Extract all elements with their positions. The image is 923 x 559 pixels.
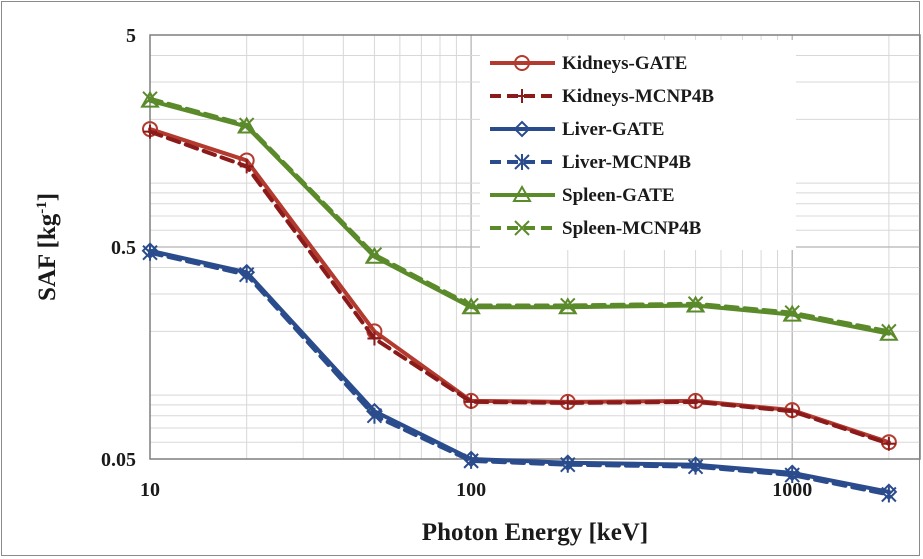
legend-label: Spleen-GATE [562,185,675,206]
legend-item: Liver-MCNP4B [490,152,691,173]
legend-item: Spleen-GATE [490,184,675,206]
legend-label: Kidneys-GATE [562,53,687,74]
data-point [688,394,703,409]
data-point [366,407,383,424]
series-layer [140,90,899,503]
legend-item: Liver-GATE [490,119,664,140]
series-line [148,248,891,494]
legend-marker [513,120,531,138]
data-point [463,297,479,314]
x-tick-label: 1000 [772,479,812,501]
legend-box [480,40,796,250]
series-line [148,96,891,334]
y-axis-title-sup: -1 [34,201,50,214]
data-point [461,297,481,315]
x-tick-label: 10 [140,479,160,501]
series-kidneys-mcnp4b [143,124,896,451]
legend-marker [514,55,530,71]
data-point [785,404,800,419]
data-point [879,323,899,341]
data-point [463,452,479,469]
legend-item: Kidneys-MCNP4B [490,86,714,107]
series-line [148,250,891,497]
legend-marker [514,220,530,236]
legend-label: Liver-MCNP4B [562,152,691,173]
data-point [143,124,157,139]
series-liver-gate [141,242,898,501]
series-spleen-mcnp4b [142,91,897,340]
data-point [238,117,255,133]
x-tick-label: 100 [456,479,486,501]
y-axis-title-end: ] [34,193,61,201]
legend-marker [512,184,532,202]
y-axis-title: SAF [kg-1] [34,193,61,301]
data-point [560,297,576,314]
y-tick-label: 5 [126,25,136,47]
legend-item: Spleen-MCNP4B [490,218,702,239]
x-axis-title: Photon Energy [keV] [422,519,648,546]
data-point [881,323,897,340]
data-point [881,486,897,503]
data-point [687,296,704,312]
data-point [560,456,576,473]
legend-marker [514,154,530,170]
data-point [784,467,800,484]
data-point [784,304,800,321]
data-point [239,159,254,174]
legend-label: Liver-GATE [562,119,664,140]
data-point [881,436,896,451]
legend: Kidneys-GATE Kidneys-MCNP4B Liver-GATE Live… [490,53,714,239]
legend-label: Spleen-MCNP4B [562,218,702,239]
y-tick-label: 0.05 [101,449,136,471]
y-tick-label: 0.5 [111,237,136,259]
data-point [464,394,479,409]
data-point [142,244,158,261]
y-axis-title-main: SAF [kg [34,213,61,301]
tick-labels: 10 100 1000 5 0.5 0.05 [101,25,812,501]
series-line [148,129,891,446]
legend-label: Kidneys-MCNP4B [562,86,714,107]
series-liver-mcnp4b [142,244,897,503]
data-point [687,458,704,475]
data-point [238,266,255,283]
legend-item: Kidneys-GATE [490,53,687,74]
legend-marker [515,89,529,103]
data-point [367,331,382,346]
data-point [142,91,158,107]
data-point [560,395,575,410]
data-point [366,246,383,263]
